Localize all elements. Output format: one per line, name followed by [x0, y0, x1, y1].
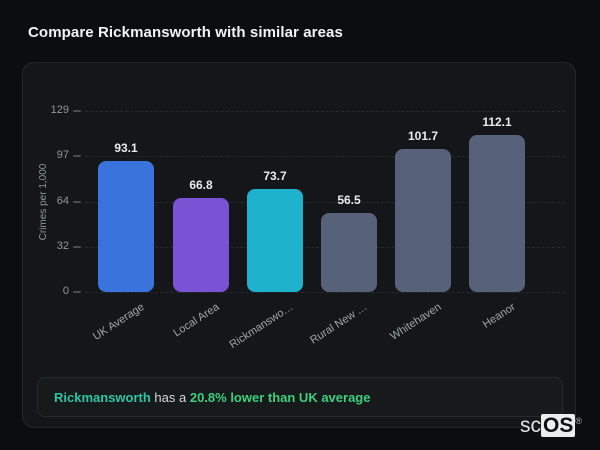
y-axis-tick	[73, 154, 81, 157]
y-axis-tick	[73, 291, 81, 293]
note-subject: Rickmansworth	[54, 389, 151, 405]
y-axis-tick	[73, 246, 81, 249]
bar[interactable]	[321, 212, 377, 292]
gridline	[85, 111, 565, 112]
bar[interactable]	[173, 198, 229, 292]
page-title: Compare Rickmansworth with similar areas	[28, 24, 343, 41]
bar-value-label: 73.7	[263, 168, 287, 183]
bar[interactable]	[395, 149, 451, 292]
bar-value-label: 56.5	[337, 192, 361, 207]
note-text: has a	[150, 389, 190, 405]
gridline	[85, 155, 565, 157]
bar-chart: 0 32 64 97 129 93.1 UK Average 66.8 Local Area 73…	[23, 63, 577, 429]
bar-value-label: 66.8	[189, 178, 213, 193]
y-axis-tick	[73, 110, 81, 112]
y-axis-tick-label: 32	[56, 240, 69, 253]
registered-mark-icon: ®	[575, 416, 582, 426]
scos-logo: scOS ®	[520, 408, 582, 439]
y-axis-tick-label: 64	[56, 195, 69, 208]
bar-value-label: 112.1	[482, 114, 512, 129]
y-axis-tick-label: 97	[56, 148, 69, 161]
y-axis-tick-label: 129	[50, 104, 69, 116]
bar[interactable]	[98, 161, 154, 292]
bar-value-label: 93.1	[114, 141, 138, 156]
y-axis-tick	[73, 201, 81, 204]
bar-value-label: 101.7	[407, 129, 439, 144]
chart-card: Crimes per 1,000 0 32 64 97 129 93.1 UK Averag…	[22, 62, 576, 428]
logo-text-os: OS	[541, 414, 576, 437]
gridline	[85, 202, 565, 204]
comparison-note: Rickmansworth has a 20.8% lower than UK …	[37, 377, 563, 417]
gridline	[85, 292, 565, 293]
y-axis-tick-label: 0	[62, 285, 69, 297]
bar[interactable]	[247, 188, 303, 292]
bar[interactable]	[469, 134, 525, 292]
logo-text-sc: sc	[520, 414, 542, 437]
note-highlight: 20.8% lower than UK average	[189, 389, 371, 405]
